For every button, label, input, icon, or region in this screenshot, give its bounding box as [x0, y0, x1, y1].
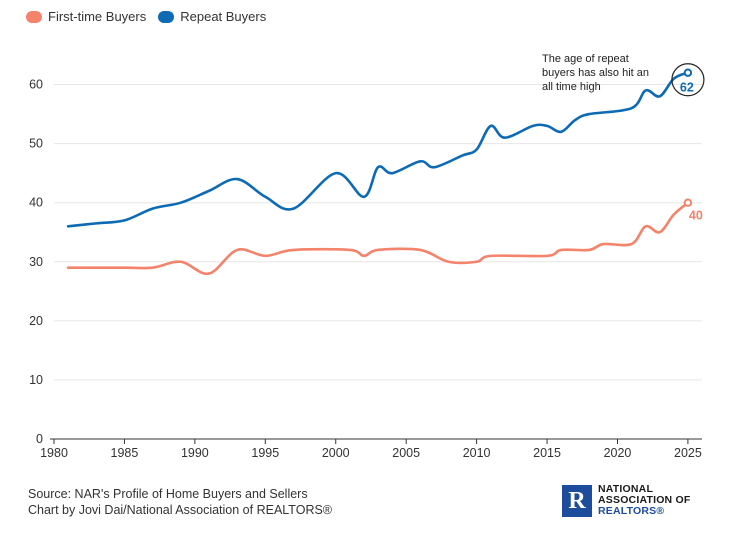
y-tick-label: 20 — [29, 314, 43, 328]
series-line-first-time-endpoint — [683, 198, 693, 207]
series-line-first-time — [66, 201, 690, 275]
end-label-repeat: 62 — [680, 81, 694, 95]
legend-item-repeat[interactable]: Repeat Buyers — [158, 9, 266, 24]
y-tick-label: 10 — [29, 373, 43, 387]
x-tick-label: 2015 — [533, 446, 561, 460]
source-note: Source: NAR's Profile of Home Buyers and… — [28, 487, 308, 501]
legend: First-time Buyers Repeat Buyers — [26, 9, 266, 24]
y-tick-label: 40 — [29, 196, 43, 210]
x-tick-label: 2000 — [322, 446, 350, 460]
legend-swatch-repeat — [158, 10, 175, 23]
realtor-r-icon: R — [562, 484, 592, 517]
x-tick-label: 1990 — [181, 446, 209, 460]
legend-item-first-time[interactable]: First-time Buyers — [26, 9, 146, 24]
line-chart: 0 10 20 30 40 50 60 1980 1985 1990 1995 2000 2005 201… — [29, 53, 705, 460]
y-tick-label: 0 — [36, 432, 43, 446]
legend-label-first-time: First-time Buyers — [48, 9, 147, 24]
x-tick-label: 2025 — [674, 446, 702, 460]
end-label-first-time: 40 — [689, 209, 703, 223]
x-tick-label: 2020 — [604, 446, 632, 460]
legend-label-repeat: Repeat Buyers — [180, 9, 267, 24]
x-tick-label: 1985 — [111, 446, 139, 460]
x-tick-label: 1980 — [40, 446, 68, 460]
nar-logo: R NATIONAL ASSOCIATION OF REALTORS® — [562, 484, 690, 517]
logo-text: NATIONAL ASSOCIATION OF REALTORS® — [598, 483, 691, 517]
x-tick-label: 2010 — [463, 446, 491, 460]
y-tick-label: 50 — [29, 137, 43, 151]
x-tick-label: 2005 — [392, 446, 420, 460]
y-tick-label: 30 — [29, 255, 43, 269]
chart-footer: Source: NAR's Profile of Home Buyers and… — [28, 486, 332, 518]
annotation-text: The age of repeat buyers has also hit an a… — [542, 53, 649, 93]
highlight-ring — [671, 63, 705, 97]
credit-note: Chart by Jovi Dai/National Association o… — [28, 503, 333, 517]
x-tick-label: 1995 — [251, 446, 279, 460]
series-line-repeat-endpoint — [683, 68, 693, 77]
series-line-repeat — [66, 71, 690, 228]
legend-swatch-first-time — [26, 10, 42, 23]
y-tick-label: 60 — [29, 78, 43, 92]
